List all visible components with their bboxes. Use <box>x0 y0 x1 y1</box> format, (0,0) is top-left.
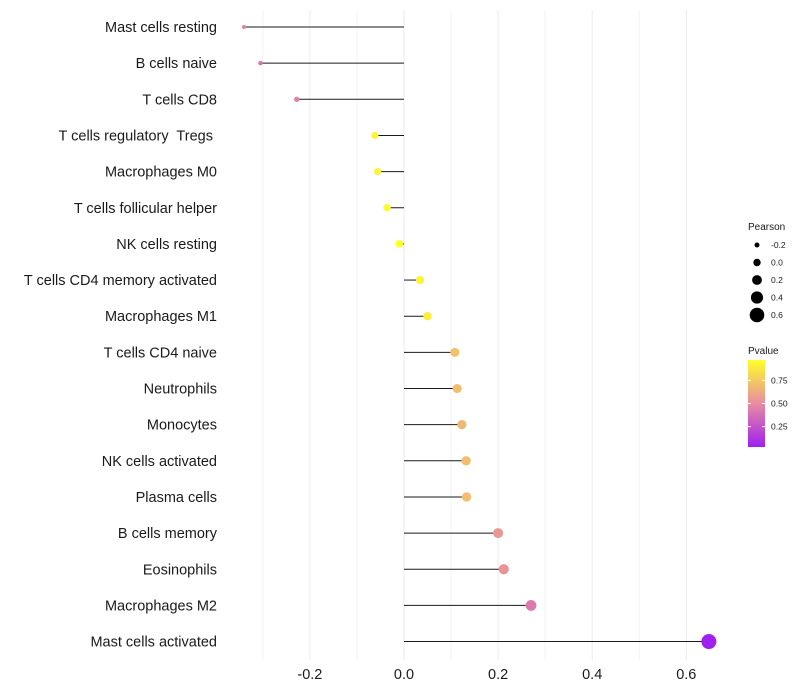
x-tick-label: 0.4 <box>582 667 602 683</box>
y-category-label: B cells naive <box>136 56 217 72</box>
lollipop-point <box>423 312 432 321</box>
lollipop-point <box>241 24 247 30</box>
legend-size-title: Pearson <box>748 222 785 233</box>
legend-color-label: 0.25 <box>771 422 788 432</box>
point-layer <box>241 24 717 650</box>
y-category-label: T cells CD4 memory activated <box>24 273 217 289</box>
legend-color-title: Pvalue <box>748 346 779 357</box>
legend-size-key <box>753 258 761 267</box>
lollipop-point <box>461 492 472 502</box>
legend-size-label: -0.2 <box>771 240 786 250</box>
stem-layer <box>244 26 709 643</box>
lollipop-point <box>498 564 509 575</box>
legend-color-label: 0.50 <box>771 399 788 409</box>
y-category-label: Neutrophils <box>144 382 217 398</box>
legend-size-key <box>750 291 764 304</box>
legend-colorbar <box>748 360 765 447</box>
lollipop-point <box>701 634 717 650</box>
lollipop-point <box>415 275 425 285</box>
x-axis-labels: -0.2 0.0 0.2 0.4 0.6 <box>297 667 696 683</box>
lollipop-point <box>374 167 382 176</box>
y-category-label: T cells regulatory Tregs <box>59 128 218 144</box>
lollipop-point <box>457 420 467 430</box>
lollipop-point <box>493 528 504 539</box>
lollipop-point <box>258 60 263 66</box>
lollipop-point <box>452 383 462 394</box>
lollipop-point <box>371 131 379 140</box>
y-category-label: Macrophages M0 <box>105 165 217 181</box>
lollipop-point <box>525 599 537 611</box>
y-axis-labels: Mast cells resting B cells naive T cells C… <box>24 20 218 651</box>
legend-size-key <box>752 275 762 285</box>
x-tick-label: 0.6 <box>676 667 696 683</box>
y-category-label: Macrophages M1 <box>105 309 217 325</box>
x-tick-label: 0.2 <box>488 667 508 683</box>
y-category-label: Mast cells activated <box>90 635 217 651</box>
x-tick-label: -0.2 <box>297 667 322 683</box>
y-category-label: Plasma cells <box>136 490 217 506</box>
lollipop-point <box>383 204 391 212</box>
y-category-label: Macrophages M2 <box>105 598 217 614</box>
y-category-label: NK cells activated <box>102 454 217 470</box>
lollipop-point <box>395 240 404 248</box>
y-category-label: Mast cells resting <box>105 20 217 36</box>
lollipop-point <box>461 456 471 466</box>
y-category-label: B cells memory <box>118 526 218 542</box>
legend-size-label: 0.2 <box>771 275 783 285</box>
legend-size-label: 0.0 <box>771 258 783 268</box>
x-tick-label: 0.0 <box>394 667 414 683</box>
y-category-label: Monocytes <box>147 418 217 434</box>
legend-size-label: 0.6 <box>771 310 783 320</box>
y-category-label: T cells follicular helper <box>74 201 217 217</box>
legend-color-label: 0.75 <box>771 375 788 385</box>
y-category-label: Eosinophils <box>143 562 217 578</box>
lollipop-point <box>450 347 460 357</box>
grid-layer <box>262 10 687 660</box>
legend-size-key <box>754 242 760 248</box>
lollipop-point <box>294 96 300 102</box>
legend-size-key <box>749 307 765 323</box>
y-category-label: T cells CD8 <box>142 92 217 108</box>
legend: Pearson -0.2 0.0 0.2 0.4 0.6 Pvalue 0.75 0.50 0.2… <box>748 222 788 447</box>
y-category-label: NK cells resting <box>116 237 217 253</box>
legend-size-label: 0.4 <box>771 293 783 303</box>
y-category-label: T cells CD4 naive <box>104 345 217 361</box>
